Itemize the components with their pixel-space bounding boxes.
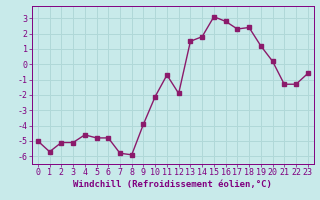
- X-axis label: Windchill (Refroidissement éolien,°C): Windchill (Refroidissement éolien,°C): [73, 180, 272, 189]
